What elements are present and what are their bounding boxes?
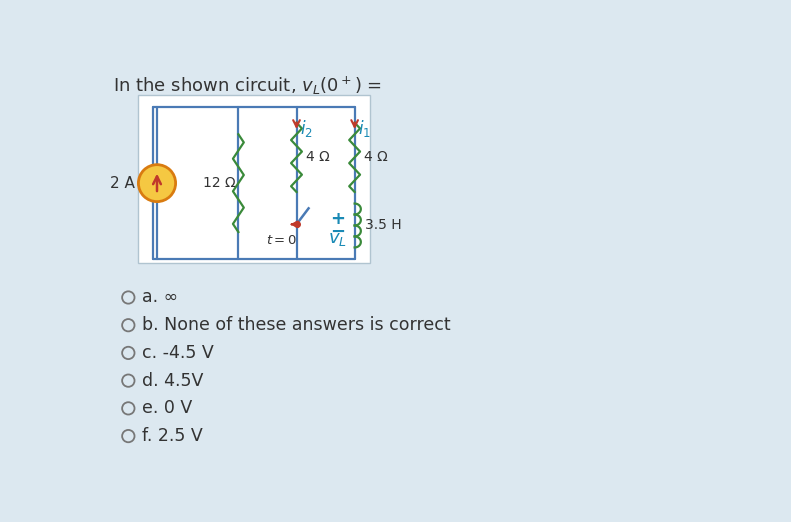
Text: 4 Ω: 4 Ω <box>306 150 330 164</box>
Text: 12 Ω: 12 Ω <box>202 176 235 190</box>
Text: f. 2.5 V: f. 2.5 V <box>142 427 203 445</box>
Text: a. ∞: a. ∞ <box>142 289 179 306</box>
Text: $v_L$: $v_L$ <box>328 230 347 248</box>
Text: d. 4.5V: d. 4.5V <box>142 372 203 389</box>
Text: b. None of these answers is correct: b. None of these answers is correct <box>142 316 451 334</box>
Text: −: − <box>330 223 345 241</box>
Text: e. 0 V: e. 0 V <box>142 399 192 418</box>
Text: $i_1$: $i_1$ <box>358 118 372 139</box>
FancyBboxPatch shape <box>138 95 370 263</box>
Text: $i_2$: $i_2$ <box>301 118 313 139</box>
Text: $t = 0$: $t = 0$ <box>266 233 297 246</box>
Text: 2 A: 2 A <box>111 175 135 191</box>
Text: 3.5 H: 3.5 H <box>365 219 401 232</box>
Text: c. -4.5 V: c. -4.5 V <box>142 344 214 362</box>
Text: +: + <box>330 210 345 228</box>
Text: 4 Ω: 4 Ω <box>364 150 388 164</box>
Text: In the shown circuit, $v_L(0^+)$ =: In the shown circuit, $v_L(0^+)$ = <box>113 75 382 97</box>
Circle shape <box>138 164 176 201</box>
